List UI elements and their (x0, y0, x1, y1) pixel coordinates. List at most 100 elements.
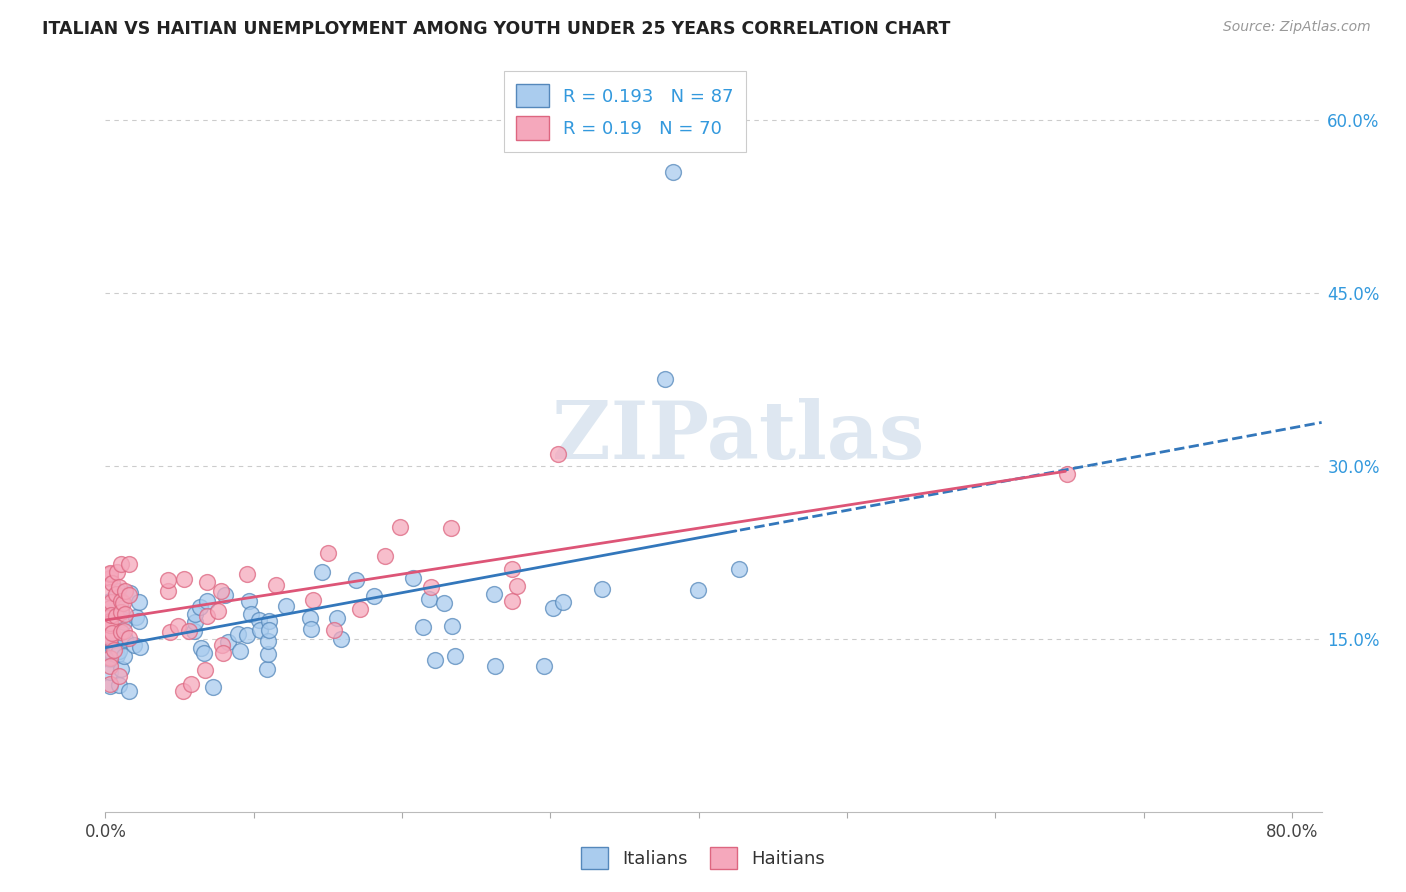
Point (177, 624, 200, 638)
Point (433, 596, 456, 610)
Point (207, 604, 229, 618)
Point (728, 562, 751, 576)
Point (195, 575, 218, 590)
Point (118, 631, 141, 645)
Point (98, 585, 121, 599)
Point (98, 620, 121, 634)
Point (180, 676, 202, 690)
Point (98, 615, 121, 630)
Point (98, 598, 121, 612)
Text: Source: ZipAtlas.com: Source: ZipAtlas.com (1223, 20, 1371, 34)
Point (238, 594, 260, 608)
Point (114, 584, 136, 599)
Point (236, 567, 259, 582)
Point (124, 638, 146, 652)
Point (217, 635, 239, 649)
Point (98, 619, 121, 633)
Point (98, 651, 121, 665)
Point (105, 640, 128, 654)
Point (98, 652, 121, 666)
Point (100, 633, 122, 648)
Point (112, 624, 135, 639)
Point (226, 627, 249, 641)
Point (125, 609, 148, 624)
Point (173, 573, 195, 587)
Point (118, 586, 141, 600)
Point (107, 669, 129, 683)
Point (105, 566, 128, 580)
Point (229, 644, 252, 658)
Point (662, 165, 685, 179)
Point (236, 627, 259, 641)
Point (441, 619, 464, 633)
Point (412, 620, 434, 634)
Legend: R = 0.193   N = 87, R = 0.19   N = 70: R = 0.193 N = 87, R = 0.19 N = 70 (503, 71, 747, 153)
Point (100, 575, 122, 590)
Point (98, 571, 121, 585)
Point (418, 591, 440, 606)
Point (98, 629, 121, 643)
Point (553, 595, 575, 609)
Point (484, 587, 506, 601)
Point (501, 562, 523, 576)
Point (363, 589, 385, 603)
Point (326, 611, 349, 625)
Point (329, 632, 352, 647)
Point (98, 624, 121, 639)
Point (98, 615, 121, 630)
Legend: Italians, Haitians: Italians, Haitians (572, 838, 834, 879)
Point (108, 678, 131, 692)
Point (110, 605, 132, 619)
Point (104, 609, 127, 624)
Point (128, 614, 150, 628)
Point (110, 557, 132, 571)
Point (100, 626, 122, 640)
Point (322, 623, 344, 637)
Point (311, 565, 333, 579)
Point (299, 622, 322, 636)
Point (105, 648, 128, 662)
Point (98, 594, 121, 608)
Text: ITALIAN VS HAITIAN UNEMPLOYMENT AMONG YOUTH UNDER 25 YEARS CORRELATION CHART: ITALIAN VS HAITIAN UNEMPLOYMENT AMONG YO… (42, 20, 950, 37)
Point (98, 566, 121, 581)
Point (98, 679, 121, 693)
Point (547, 447, 569, 461)
Point (211, 583, 233, 598)
Point (107, 584, 129, 599)
Point (193, 646, 215, 660)
Point (114, 632, 136, 646)
Point (402, 571, 425, 585)
Point (112, 596, 135, 610)
Point (98, 601, 121, 615)
Point (103, 609, 125, 624)
Point (118, 684, 141, 698)
Point (188, 599, 211, 614)
Point (157, 573, 180, 587)
Point (440, 521, 463, 535)
Point (128, 595, 150, 609)
Point (184, 615, 207, 629)
Point (183, 624, 205, 639)
Point (389, 520, 412, 534)
Point (349, 602, 371, 616)
Point (98, 616, 121, 631)
Point (98, 649, 121, 664)
Point (98, 651, 121, 665)
Point (98, 631, 121, 645)
Point (195, 609, 218, 624)
Point (654, 372, 676, 386)
Point (107, 580, 129, 594)
Point (211, 638, 233, 652)
Point (344, 574, 367, 588)
Point (276, 599, 298, 614)
Point (98, 665, 121, 679)
Point (112, 649, 135, 664)
Point (100, 607, 122, 622)
Point (98, 566, 121, 581)
Point (257, 647, 280, 661)
Point (212, 647, 235, 661)
Point (167, 619, 190, 633)
Point (98, 644, 121, 658)
Point (111, 612, 134, 626)
Point (100, 609, 122, 624)
